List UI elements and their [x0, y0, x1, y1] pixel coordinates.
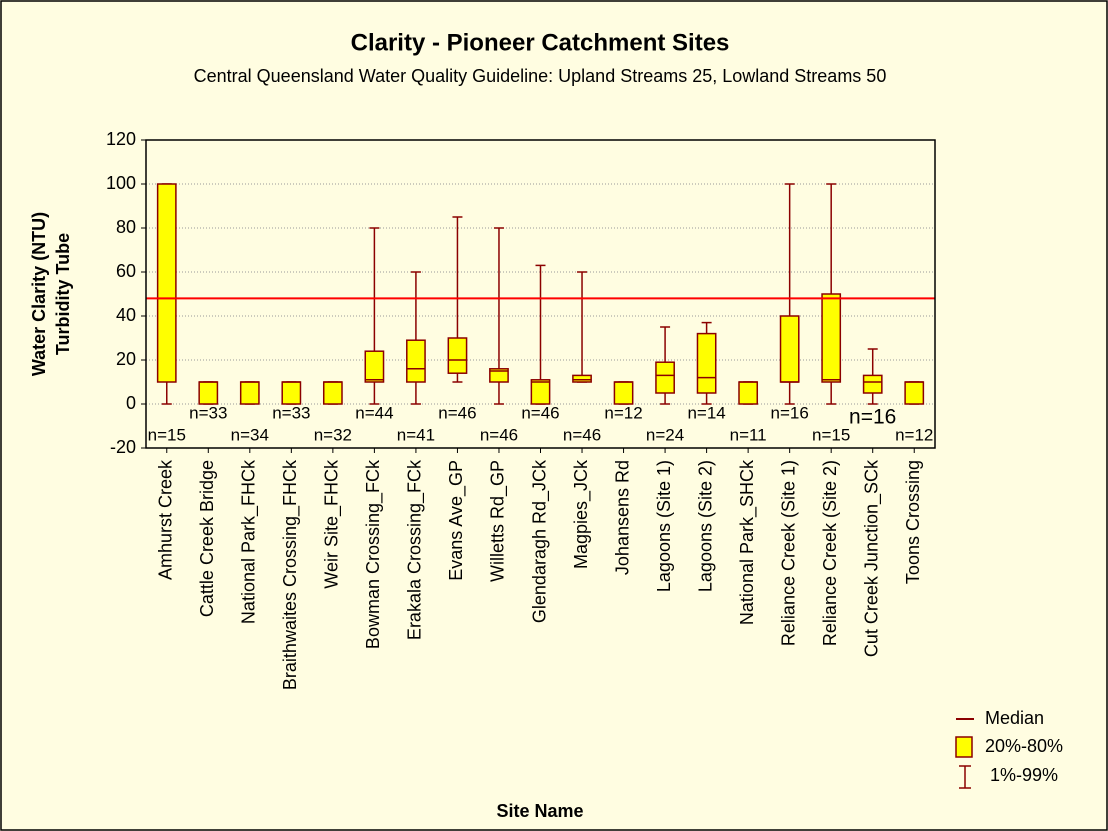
y-tick-label: 60 — [116, 261, 136, 281]
x-tick-label: Braithwaites Crossing_FHCk — [280, 459, 301, 690]
box — [572, 374, 592, 383]
sample-size: n=15 — [812, 425, 850, 444]
box — [613, 381, 634, 405]
box — [779, 315, 800, 383]
x-tick-label: Evans Ave_GP — [446, 460, 467, 581]
x-tick-label: Reliance Creek (Site 2) — [820, 460, 840, 646]
sample-size: n=34 — [231, 425, 269, 444]
sample-size: n=11 — [730, 425, 767, 444]
sample-size: n=16 — [771, 403, 809, 422]
box — [738, 381, 759, 405]
legend-label: 1%-99% — [990, 765, 1058, 785]
x-tick-label: Amhurst Creek — [156, 459, 176, 580]
box — [904, 381, 925, 405]
box — [862, 374, 883, 394]
x-tick-label: Weir Site_FHCk — [322, 459, 343, 589]
sample-size: n=46 — [521, 403, 559, 422]
y-tick-label: 40 — [116, 305, 136, 325]
sample-size: n=16 — [849, 406, 896, 429]
sample-size: n=44 — [355, 403, 393, 422]
sample-size: n=14 — [687, 403, 725, 422]
box — [821, 293, 842, 383]
x-tick-label: National Park_FHCk — [239, 459, 260, 624]
chart-subtitle: Central Queensland Water Quality Guideli… — [193, 66, 887, 86]
box — [322, 381, 343, 405]
box — [655, 361, 675, 394]
x-tick-label: Cut Creek Junction_SCk — [861, 459, 882, 657]
x-tick-label: Toons Crossing — [903, 460, 923, 584]
x-tick-label: Willetts Rd_GP — [488, 460, 509, 582]
x-tick-label: Lagoons (Site 2) — [695, 460, 715, 592]
sample-size: n=32 — [314, 425, 352, 444]
x-tick-label: Lagoons (Site 1) — [654, 460, 674, 592]
box — [198, 381, 219, 405]
x-tick-label: Reliance Creek (Site 1) — [778, 460, 798, 646]
x-tick-label: Bowman Crossing_FCk — [363, 459, 384, 649]
chart-title: Clarity - Pioneer Catchment Sites — [351, 29, 730, 56]
box — [239, 381, 260, 405]
x-axis-label: Site Name — [496, 801, 583, 821]
y-tick-label: -20 — [110, 437, 136, 457]
y-tick-label: 0 — [126, 393, 136, 413]
box — [364, 350, 385, 383]
x-tick-label: Magpies_JCk — [571, 459, 592, 569]
box — [281, 381, 302, 405]
box — [530, 379, 551, 405]
legend-label: Median — [985, 708, 1044, 728]
sample-size: n=33 — [272, 403, 310, 422]
x-tick-label: Johansens Rd — [612, 460, 632, 575]
sample-size: n=46 — [563, 425, 601, 444]
sample-size: n=46 — [438, 403, 476, 422]
box — [696, 332, 717, 394]
legend-box — [955, 736, 973, 758]
legend-label: 20%-80% — [985, 736, 1063, 756]
sample-size: n=12 — [604, 403, 642, 422]
sample-size: n=15 — [148, 425, 186, 444]
x-tick-label: Erakala Crossing_FCk — [405, 459, 426, 640]
sample-size: n=33 — [189, 403, 227, 422]
y-axis-label: Turbidity Tube — [53, 233, 73, 355]
sample-size: n=12 — [895, 425, 933, 444]
x-tick-label: Glendaragh Rd_JCk — [529, 459, 550, 623]
sample-size: n=46 — [480, 425, 518, 444]
x-tick-label: Cattle Creek Bridge — [197, 460, 217, 617]
y-axis-label: Water Clarity (NTU) — [29, 212, 49, 376]
box — [406, 339, 426, 383]
x-tick-label: National Park_SHCk — [737, 459, 758, 625]
y-tick-label: 80 — [116, 217, 136, 237]
y-tick-label: 100 — [106, 173, 136, 193]
box — [447, 337, 468, 374]
box — [489, 368, 509, 383]
sample-size: n=24 — [646, 425, 684, 444]
y-tick-label: 120 — [106, 129, 136, 149]
plot-frame — [145, 139, 936, 449]
box — [156, 183, 177, 383]
sample-size: n=41 — [397, 425, 435, 444]
y-tick-label: 20 — [116, 349, 136, 369]
